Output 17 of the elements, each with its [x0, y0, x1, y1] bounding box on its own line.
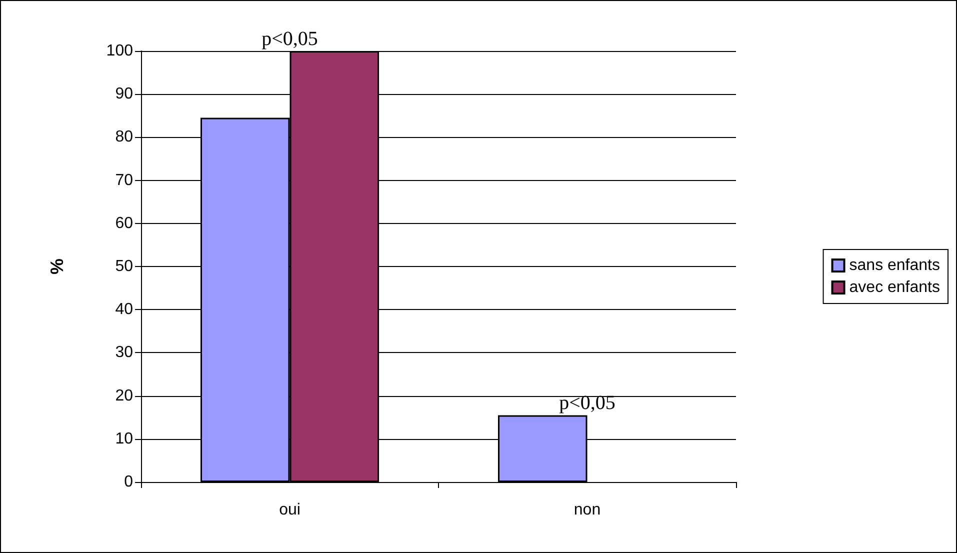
- y-tick-label: 60: [115, 214, 134, 232]
- y-tick-label: 90: [115, 86, 134, 103]
- y-tick-label: 40: [115, 301, 134, 318]
- y-tick-label: 20: [115, 387, 134, 404]
- y-tick-label: 50: [115, 258, 134, 275]
- legend-label: sans enfants: [849, 257, 940, 274]
- y-tick-label: 0: [124, 474, 134, 490]
- y-tick-label: 80: [115, 128, 134, 146]
- annotation: p<0,05: [262, 28, 318, 50]
- x-tick-label: non: [574, 502, 601, 518]
- x-tick-label: oui: [279, 502, 300, 518]
- y-tick-label: 100: [106, 42, 134, 60]
- y-axis-title: %: [47, 258, 67, 275]
- legend-label: avec enfants: [849, 279, 940, 296]
- y-tick-label: 70: [115, 172, 134, 189]
- y-tick-label: 10: [115, 430, 134, 448]
- y-tick-label: 30: [115, 344, 134, 362]
